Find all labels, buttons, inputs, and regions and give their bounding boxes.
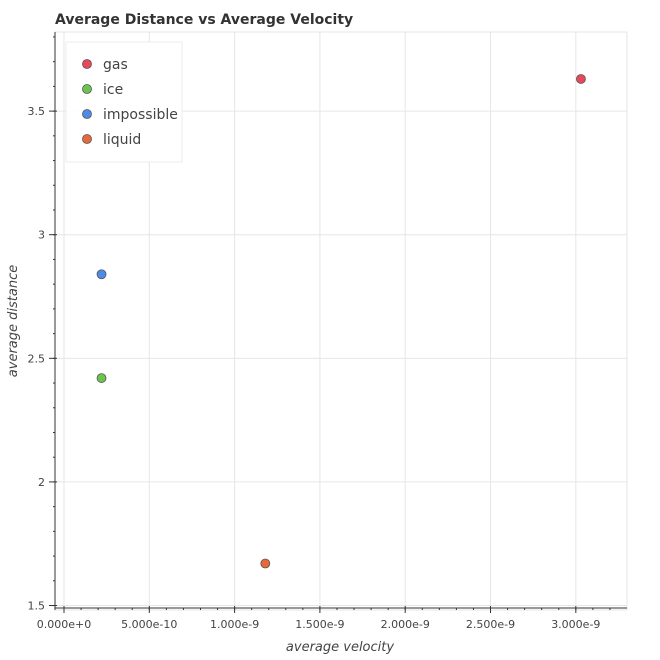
y-tick-label: 2 [38, 476, 45, 489]
legend-label-gas: gas [103, 57, 128, 73]
legend-marker-gas [82, 59, 92, 69]
legend-marker-ice [82, 84, 92, 94]
x-axis-label: average velocity [286, 640, 394, 655]
legend-marker-liquid [82, 134, 92, 144]
chart-title: Average Distance vs Average Velocity [55, 12, 353, 28]
y-tick-label: 2.5 [28, 352, 46, 365]
x-tick-label: 1.000e-9 [210, 618, 259, 631]
data-point-ice[interactable] [96, 373, 107, 383]
legend-label-impossible: impossible [103, 107, 178, 123]
axes: 0.000e+0 5.000e-10 1.000e-9 1.500e-9 2.000e-… [28, 32, 627, 631]
legend-marker-impossible [82, 109, 92, 119]
y-tick-label: 3 [38, 229, 45, 242]
x-tick-label: 0.000e+0 [37, 618, 91, 631]
data-point-impossible[interactable] [96, 269, 107, 280]
x-tick-label: 3.000e-9 [551, 618, 600, 631]
x-tick-label: 2.000e-9 [381, 618, 430, 631]
data-point-liquid[interactable] [260, 558, 271, 569]
data-points[interactable] [96, 74, 586, 569]
y-axis-label: average distance [6, 265, 21, 377]
y-tick-label: 3.5 [28, 105, 46, 118]
y-tick-label: 1.5 [28, 600, 46, 613]
x-tick-label: 5.000e-10 [121, 618, 177, 631]
legend-label-ice: ice [103, 82, 123, 98]
legend: gas ice impossible liquid [65, 41, 183, 163]
x-tick-label: 2.500e-9 [466, 618, 515, 631]
data-point-gas[interactable] [576, 74, 586, 84]
legend-label-liquid: liquid [103, 132, 141, 148]
grid-lines [55, 32, 627, 610]
x-tick-label: 1.500e-9 [295, 618, 344, 631]
